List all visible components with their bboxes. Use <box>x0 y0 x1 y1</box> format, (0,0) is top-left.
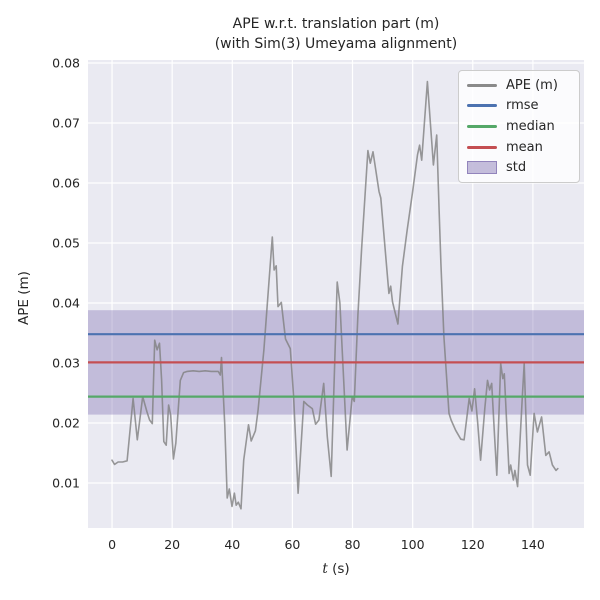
x-tick-label-3: 60 <box>284 537 300 552</box>
y-tick-label-5: 0.06 <box>52 176 80 191</box>
legend-label-ape: APE (m) <box>506 77 558 93</box>
y-tick-label-6: 0.07 <box>52 116 80 131</box>
std-patch-swatch <box>467 161 497 175</box>
y-tick-label-4: 0.05 <box>52 236 80 251</box>
y-tick-label-0: 0.01 <box>52 476 80 491</box>
legend-label-mean: mean <box>506 139 543 155</box>
x-axis-label: t (s) <box>88 561 584 577</box>
ape-line-swatch <box>467 83 497 87</box>
median-line-swatch <box>467 124 497 128</box>
legend-item-ape: APE (m) <box>467 75 579 95</box>
x-tick-label-2: 40 <box>224 537 240 552</box>
x-axis-label-variable: t <box>322 561 328 577</box>
legend: APE (m) rmse median mean std <box>458 70 580 183</box>
x-tick-label-7: 140 <box>521 537 545 552</box>
legend-label-rmse: rmse <box>506 98 539 114</box>
chart-title-line-2: (with Sim(3) Umeyama alignment) <box>214 36 458 52</box>
legend-item-median: median <box>467 116 579 136</box>
x-axis-label-unit: (s) <box>332 561 350 577</box>
x-tick-label-4: 80 <box>345 537 361 552</box>
legend-label-std: std <box>506 160 527 176</box>
legend-item-std: std <box>467 158 579 178</box>
rmse-line-swatch <box>467 104 497 108</box>
legend-item-rmse: rmse <box>467 96 579 116</box>
chart-title: APE w.r.t. translation part (m) (with Si… <box>88 14 584 54</box>
y-tick-label-2: 0.03 <box>52 356 80 371</box>
ape-series-line <box>111 80 559 510</box>
legend-item-mean: mean <box>467 137 579 157</box>
y-tick-label-1: 0.02 <box>52 416 80 431</box>
y-tick-label-3: 0.04 <box>52 296 80 311</box>
legend-label-median: median <box>506 118 555 134</box>
chart-title-line-1: APE w.r.t. translation part (m) <box>232 16 440 32</box>
y-tick-label-7: 0.08 <box>52 56 80 71</box>
x-tick-label-1: 20 <box>164 537 180 552</box>
x-tick-label-6: 120 <box>461 537 485 552</box>
y-axis-label: APE (m) <box>16 271 32 325</box>
x-tick-label-5: 100 <box>401 537 425 552</box>
x-tick-label-0: 0 <box>108 537 116 552</box>
mean-line-swatch <box>467 145 497 149</box>
